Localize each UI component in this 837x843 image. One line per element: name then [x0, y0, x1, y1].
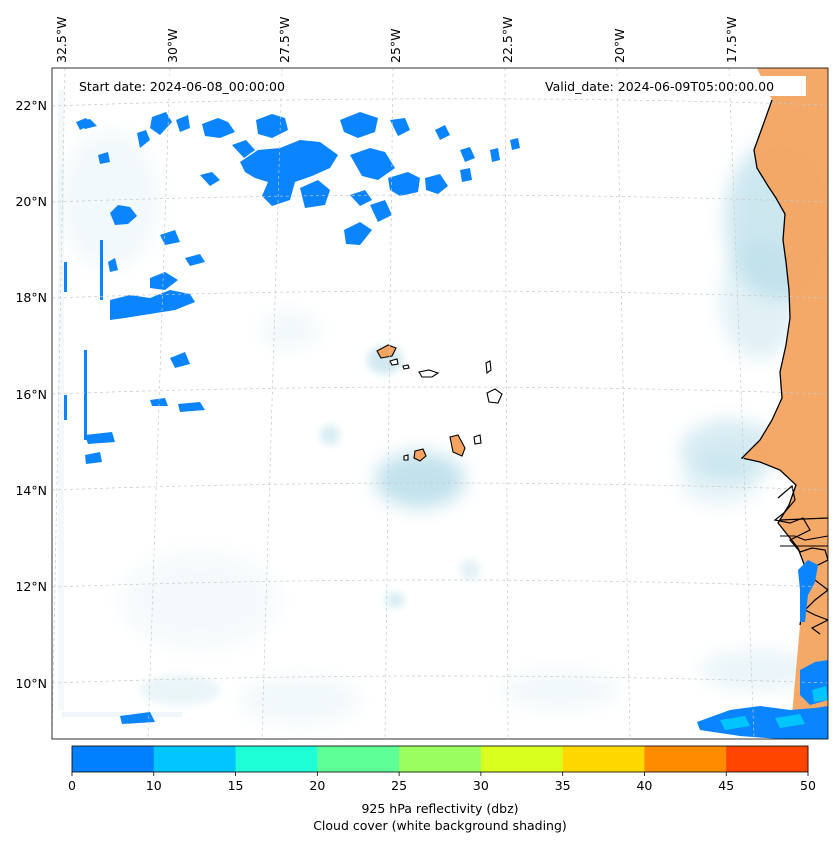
island-santo-antao: [376, 344, 397, 359]
lon-label-30w: 30°W: [165, 28, 180, 63]
island-brava: [403, 454, 409, 461]
colorbar-label: 925 hPa reflectivity (dbz): [361, 801, 518, 816]
lat-label-16n: 16°N: [15, 387, 47, 402]
colorbar-tick-label: 10: [146, 778, 162, 793]
lon-label-25w: 25°W: [388, 28, 403, 63]
lat-label-20n: 20°N: [15, 194, 47, 209]
colorbar-tick-label: 0: [68, 778, 76, 793]
lon-label-32-5w: 32.5°W: [54, 17, 69, 63]
colorbar-swatch: [153, 746, 237, 772]
colorbar-sublabel: Cloud cover (white background shading): [313, 818, 567, 833]
island-sao-nicolau: [418, 369, 440, 378]
border-gambia: [780, 535, 828, 547]
graticule: [52, 68, 828, 739]
colorbar-tick-label: 35: [555, 778, 571, 793]
colorbar-tick-label: 20: [309, 778, 325, 793]
latitude-labels: 22°N 20°N 18°N 16°N 14°N 12°N 10°N: [15, 98, 47, 691]
lat-label-10n: 10°N: [15, 676, 47, 691]
coastline-gambia: [773, 484, 828, 635]
map-panel: Start date: 2024-06-08_00:00:00 Valid_da…: [52, 68, 828, 739]
colorbar-tick-label: 15: [228, 778, 244, 793]
coastline-africa: [740, 99, 809, 626]
longitude-labels: 32.5°W 30°W 27.5°W 25°W 22.5°W 20°W 17.5…: [54, 17, 739, 63]
colorbar-swatch: [726, 746, 809, 772]
island-santiago: [449, 434, 466, 457]
island-santa-luzia: [402, 364, 410, 370]
island-fogo: [413, 448, 427, 462]
colorbar-tick-label: 40: [636, 778, 652, 793]
colorbar-ticks: 0 10 15 20 25 30 35 40 45 50: [68, 772, 816, 793]
valid-date-box: [540, 76, 806, 96]
island-maio: [473, 434, 482, 445]
colorbar: 0 10 15 20 25 30 35 40 45 50 925 hPa reflectivity…: [68, 745, 816, 833]
map-frame: [51, 67, 829, 740]
reflectivity-core: [720, 686, 828, 730]
lon-label-22-5w: 22.5°W: [500, 17, 515, 63]
valid-date-label: Valid_date: 2024-06-09T05:00:00.00: [545, 79, 774, 94]
start-date-box: [74, 76, 312, 96]
colorbar-tick-label: 45: [718, 778, 734, 793]
lon-label-20w: 20°W: [612, 28, 627, 63]
lon-label-17-5w: 17.5°W: [724, 17, 739, 63]
colorbar-swatch: [72, 746, 155, 772]
lon-label-27-5w: 27.5°W: [277, 17, 292, 63]
colorbar-tick-label: 30: [473, 778, 489, 793]
colorbar-tick-label: 50: [800, 778, 816, 793]
colorbar-tick-label: 25: [391, 778, 407, 793]
colorbar-swatch: [399, 746, 482, 772]
island-boa-vista: [486, 388, 503, 404]
island-sao-vicente: [389, 358, 399, 366]
lat-label-14n: 14°N: [15, 483, 47, 498]
colorbar-swatch: [480, 746, 564, 772]
colorbar-frame: [71, 745, 809, 773]
lat-label-12n: 12°N: [15, 579, 47, 594]
border-senegal: [779, 517, 828, 521]
colorbar-swatches: [72, 746, 809, 772]
colorbar-swatch: [235, 746, 318, 772]
island-sal: [485, 360, 492, 375]
colorbar-swatch: [317, 746, 400, 772]
reflectivity-contours: [64, 112, 828, 739]
colorbar-swatch: [562, 746, 645, 772]
lat-label-22n: 22°N: [15, 98, 47, 113]
lat-label-18n: 18°N: [15, 290, 47, 305]
cape-verde-islands: [376, 344, 503, 462]
colorbar-swatch: [644, 746, 727, 772]
start-date-label: Start date: 2024-06-08_00:00:00: [79, 79, 285, 94]
